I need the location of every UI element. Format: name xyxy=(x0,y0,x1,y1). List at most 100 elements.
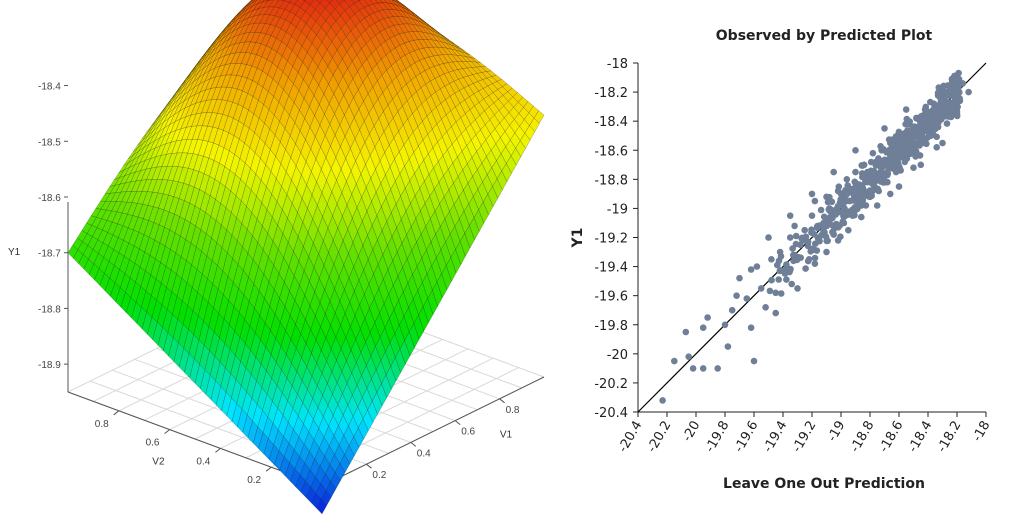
surface-cell xyxy=(162,104,174,119)
v1-axis-line xyxy=(321,376,545,487)
surface-cell xyxy=(296,31,308,47)
scatter-point xyxy=(808,212,816,219)
surface-cell xyxy=(200,46,211,60)
surface-cell xyxy=(155,143,167,158)
surface-cell xyxy=(187,287,198,312)
scatter-point xyxy=(852,206,859,214)
scatter-point xyxy=(682,328,690,336)
surface-cell xyxy=(192,63,204,78)
surface-cell xyxy=(211,34,222,47)
surface-cell xyxy=(218,38,230,53)
surface-cell xyxy=(200,88,212,103)
scatter-point xyxy=(783,261,790,268)
surface-cell xyxy=(219,166,231,188)
y-tick-label: -19.2 xyxy=(594,232,628,247)
surface-cell xyxy=(226,17,237,30)
surface-cell xyxy=(138,143,150,157)
surface-cell xyxy=(198,64,210,78)
scatter-point xyxy=(898,152,905,160)
scatter-point xyxy=(886,146,894,153)
surface-cell xyxy=(352,406,364,429)
surface-cell xyxy=(224,43,236,57)
surface-cell xyxy=(174,107,186,123)
surface-cell xyxy=(231,13,243,25)
surface-chart: -18.4 -18.5 -18.6 -18.7 -18.8 -18.9 Y1 0.2 0.4 0.… xyxy=(8,0,545,515)
surface-cell xyxy=(343,0,346,1)
scatter-point xyxy=(895,138,903,146)
scatter-point xyxy=(811,260,819,268)
surface-cell xyxy=(213,312,225,339)
surface-cell xyxy=(123,242,135,261)
scatter-point xyxy=(866,187,874,194)
v1-tick-label: 0.4 xyxy=(417,448,431,459)
surface-cell xyxy=(259,122,270,144)
scatter-point xyxy=(757,285,765,292)
surface-cell xyxy=(236,9,248,21)
surface-cell xyxy=(211,35,223,49)
scatter-point xyxy=(868,174,875,181)
surface-cell xyxy=(96,218,108,231)
surface-cell xyxy=(207,126,219,144)
surface-cell xyxy=(357,0,362,2)
surface-cell xyxy=(155,106,167,120)
scatter-point xyxy=(820,213,828,221)
scatter-point xyxy=(955,82,962,89)
scatter-point xyxy=(794,285,801,292)
surface-cell xyxy=(319,93,330,115)
surface-cell xyxy=(183,328,194,354)
v1-tick-label: 0.2 xyxy=(372,470,386,481)
scatter-point xyxy=(965,88,972,96)
surface-cell xyxy=(235,6,246,17)
surface-cell xyxy=(426,32,438,42)
v2-tick xyxy=(265,466,272,472)
y-tick-label: -18 xyxy=(607,57,628,72)
surface-cell xyxy=(156,166,168,180)
scatter-point xyxy=(798,235,805,243)
surface-cell xyxy=(229,306,240,332)
scatter-point xyxy=(856,181,863,188)
scatter-point xyxy=(766,287,774,295)
surface-cell xyxy=(117,225,129,241)
v2-tick-label: 0.2 xyxy=(247,475,261,486)
scatter-point xyxy=(859,162,866,169)
surface-cell xyxy=(187,153,199,171)
surface-cell xyxy=(367,400,378,424)
v2-tick xyxy=(215,448,221,453)
surface-cell xyxy=(404,331,415,357)
surface-cell xyxy=(242,414,253,439)
scatter-point xyxy=(909,143,917,151)
surface-cell xyxy=(137,133,148,146)
surface-cell xyxy=(280,127,291,151)
surface-cell xyxy=(316,498,327,515)
surface-cell xyxy=(176,79,187,94)
scatter-point xyxy=(811,197,819,205)
surface-cell xyxy=(262,0,269,3)
chart-title: Observed by Predicted Plot xyxy=(716,28,933,44)
scatter-point xyxy=(804,257,812,265)
scatter-point xyxy=(826,217,833,225)
surface-cell xyxy=(215,385,227,411)
y-tick-label: -18.6 xyxy=(594,144,628,159)
surface-cell xyxy=(217,31,228,44)
scatter-point xyxy=(910,164,917,171)
surface-cell xyxy=(238,106,249,125)
surface-cell xyxy=(184,353,195,379)
scatter-point xyxy=(802,265,809,272)
x-tick-label: -20.2 xyxy=(645,419,675,456)
scatter-point xyxy=(835,183,843,190)
scatter-point xyxy=(837,233,844,240)
observed-predicted-chart: Observed by Predicted Plot -18 -18.2 -18.4-… xyxy=(560,0,1033,525)
surface-cell xyxy=(137,204,149,220)
scatter-point xyxy=(788,280,795,288)
surface-cell xyxy=(164,211,175,231)
surface-cell xyxy=(401,210,412,236)
scatter-point xyxy=(753,263,761,270)
scatter-point xyxy=(937,113,944,120)
surface-cell xyxy=(348,266,360,292)
y-tick-label: -19.6 xyxy=(594,290,628,305)
surface-cell xyxy=(213,47,225,62)
surface-cell xyxy=(173,100,185,116)
surface-cell xyxy=(159,123,171,139)
y-tick-label: -20.2 xyxy=(594,377,628,392)
surface-cell xyxy=(239,142,251,164)
